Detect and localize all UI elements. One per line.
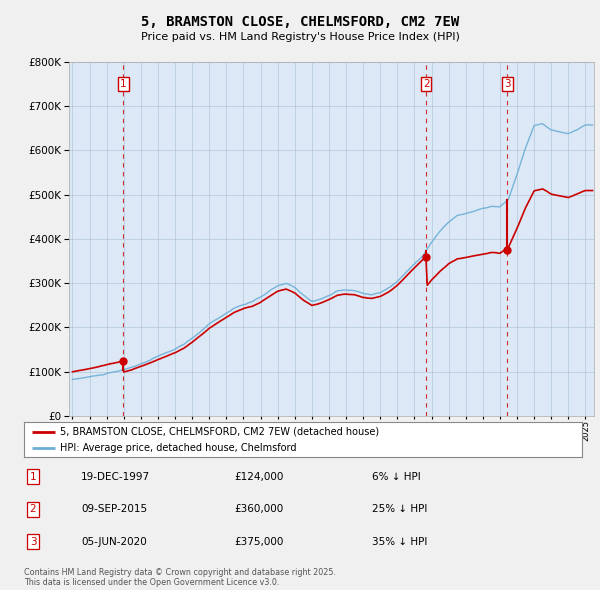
Text: 3: 3 [504, 79, 511, 89]
Text: £360,000: £360,000 [234, 504, 283, 514]
Text: 1: 1 [120, 79, 127, 89]
Text: 1: 1 [29, 472, 37, 481]
Text: 25% ↓ HPI: 25% ↓ HPI [372, 504, 427, 514]
Text: 2: 2 [423, 79, 430, 89]
Text: 6% ↓ HPI: 6% ↓ HPI [372, 472, 421, 481]
Text: 5, BRAMSTON CLOSE, CHELMSFORD, CM2 7EW: 5, BRAMSTON CLOSE, CHELMSFORD, CM2 7EW [141, 15, 459, 29]
Text: 35% ↓ HPI: 35% ↓ HPI [372, 537, 427, 546]
Text: 5, BRAMSTON CLOSE, CHELMSFORD, CM2 7EW (detached house): 5, BRAMSTON CLOSE, CHELMSFORD, CM2 7EW (… [60, 427, 379, 437]
Text: Price paid vs. HM Land Registry's House Price Index (HPI): Price paid vs. HM Land Registry's House … [140, 32, 460, 42]
Text: 09-SEP-2015: 09-SEP-2015 [81, 504, 147, 514]
Text: £375,000: £375,000 [234, 537, 283, 546]
Text: 3: 3 [29, 537, 37, 546]
Text: Contains HM Land Registry data © Crown copyright and database right 2025.
This d: Contains HM Land Registry data © Crown c… [24, 568, 336, 587]
Text: £124,000: £124,000 [234, 472, 283, 481]
Text: 05-JUN-2020: 05-JUN-2020 [81, 537, 147, 546]
Text: HPI: Average price, detached house, Chelmsford: HPI: Average price, detached house, Chel… [60, 444, 297, 453]
Text: 19-DEC-1997: 19-DEC-1997 [81, 472, 150, 481]
Text: 2: 2 [29, 504, 37, 514]
